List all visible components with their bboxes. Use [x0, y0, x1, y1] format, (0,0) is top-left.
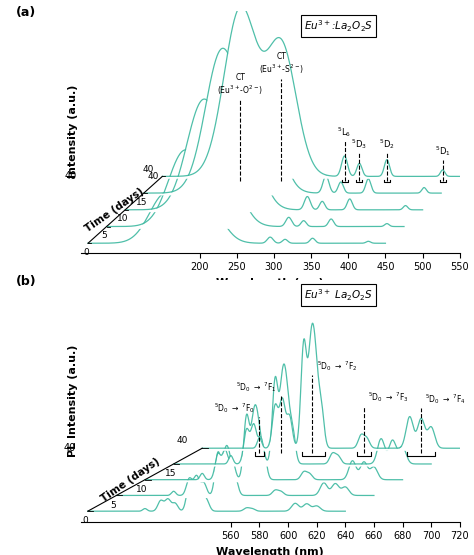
Text: 10: 10 [137, 485, 148, 494]
Text: $^5$D$_0$ $\rightarrow$ $^7$F$_3$: $^5$D$_0$ $\rightarrow$ $^7$F$_3$ [368, 390, 409, 404]
Text: $^5$D$_0$ $\rightarrow$ $^7$F$_0$: $^5$D$_0$ $\rightarrow$ $^7$F$_0$ [214, 401, 255, 415]
Text: 5: 5 [110, 501, 116, 509]
X-axis label: Wavelength (nm): Wavelength (nm) [216, 547, 324, 555]
Text: 40: 40 [64, 171, 77, 181]
Text: (b): (b) [16, 275, 37, 289]
Text: 15: 15 [165, 469, 176, 478]
Text: 40: 40 [64, 443, 76, 453]
Text: CT
(Eu$^{3+}$-S$^{2-}$): CT (Eu$^{3+}$-S$^{2-}$) [259, 52, 304, 76]
Text: Time (days): Time (days) [100, 456, 162, 503]
Text: 5: 5 [101, 231, 107, 240]
Text: 40: 40 [142, 165, 154, 174]
Text: Eu$^{3+}$ La$_2$O$_2$S: Eu$^{3+}$ La$_2$O$_2$S [304, 287, 373, 303]
Text: $^5$D$_1$: $^5$D$_1$ [435, 144, 451, 158]
Text: $^5$D$_2$: $^5$D$_2$ [379, 138, 395, 152]
Text: 40: 40 [147, 172, 159, 181]
Text: Time (days): Time (days) [83, 186, 145, 234]
Text: 15: 15 [136, 198, 147, 207]
Text: 40: 40 [176, 436, 188, 445]
Text: 0: 0 [82, 517, 88, 526]
Y-axis label: PL Intensity (a.u.): PL Intensity (a.u.) [68, 345, 78, 457]
Text: 0: 0 [83, 248, 89, 257]
Text: Eu$^{3+}$:La$_2$O$_2$S: Eu$^{3+}$:La$_2$O$_2$S [304, 18, 373, 34]
Text: CT
(Eu$^{3+}$-O$^{2-}$): CT (Eu$^{3+}$-O$^{2-}$) [217, 73, 264, 98]
Text: $^5$L$_6$: $^5$L$_6$ [337, 125, 352, 139]
Y-axis label: Intensity (a.u.): Intensity (a.u.) [68, 85, 78, 179]
Text: 10: 10 [117, 214, 129, 224]
Text: (a): (a) [16, 6, 36, 19]
Text: $^5$D$_0$ $\rightarrow$ $^7$F$_4$: $^5$D$_0$ $\rightarrow$ $^7$F$_4$ [426, 392, 466, 406]
Text: $^5$D$_0$ $\rightarrow$ $^7$F$_1$: $^5$D$_0$ $\rightarrow$ $^7$F$_1$ [236, 380, 277, 393]
Text: $^5$D$_0$ $\rightarrow$ $^7$F$_2$: $^5$D$_0$ $\rightarrow$ $^7$F$_2$ [317, 359, 357, 372]
X-axis label: Wavelength (nm): Wavelength (nm) [216, 278, 324, 288]
Text: $^5$D$_3$: $^5$D$_3$ [351, 138, 367, 152]
